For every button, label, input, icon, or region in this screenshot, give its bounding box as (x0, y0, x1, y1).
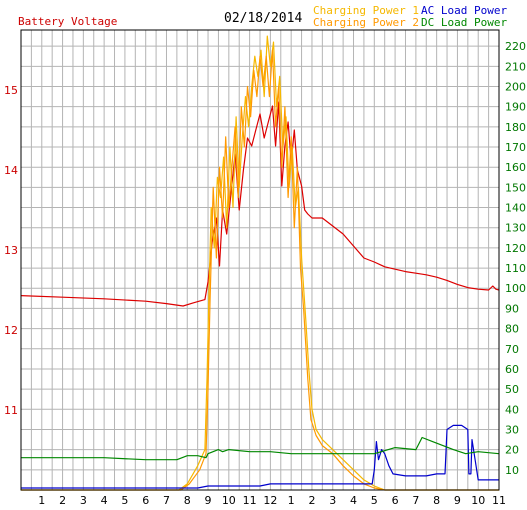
y-right-tick-label: 200 (505, 80, 526, 93)
y-right-tick-label: 30 (505, 423, 519, 436)
y-right-tick-label: 80 (505, 323, 519, 336)
x-tick-label: 9 (454, 494, 461, 507)
legend-ac-load-power: AC Load Power (421, 4, 508, 17)
y-right-tick-label: 90 (505, 302, 519, 315)
y-right-tick-label: 40 (505, 403, 519, 416)
x-tick-label: 2 (308, 494, 315, 507)
x-tick-label: 3 (80, 494, 87, 507)
x-tick-label: 5 (371, 494, 378, 507)
plot-frame (20, 29, 500, 491)
x-tick-label: 5 (121, 494, 128, 507)
chart-date: 02/18/2014 (224, 11, 303, 26)
y-left-tick-label: 14 (4, 164, 18, 177)
legend-charging-power-1: Charging Power 1 (313, 4, 419, 17)
x-tick-label: 11 (492, 494, 506, 507)
x-tick-label: 11 (243, 494, 257, 507)
y-right-tick-label: 220 (505, 40, 526, 53)
y-right-tick-label: 160 (505, 161, 526, 174)
x-tick-label: 7 (412, 494, 419, 507)
x-tick-label: 12 (263, 494, 277, 507)
series-line-ac-load-power (21, 424, 499, 489)
x-tick-label: 10 (471, 494, 485, 507)
x-tick-label: 8 (433, 494, 440, 507)
y-right-tick-label: 170 (505, 141, 526, 154)
y-right-tick-label: 70 (505, 343, 519, 356)
x-tick-label: 1 (38, 494, 45, 507)
series-line-charging-power-1 (21, 35, 499, 491)
chart-title-left: Battery Voltage (18, 15, 118, 28)
y-right-tick-label: 180 (505, 121, 526, 134)
y-right-tick-label: 20 (505, 444, 519, 457)
y-left-tick-label: 15 (4, 84, 18, 97)
y-right-tick-label: 210 (505, 60, 526, 73)
x-tick-label: 9 (205, 494, 212, 507)
y-right-tick-label: 130 (505, 222, 526, 235)
x-tick-label: 7 (163, 494, 170, 507)
y-right-tick-label: 10 (505, 464, 519, 477)
x-tick-label: 4 (350, 494, 357, 507)
x-tick-label: 3 (329, 494, 336, 507)
y-right-tick-label: 190 (505, 101, 526, 114)
y-left-tick-label: 13 (4, 244, 18, 257)
x-tick-label: 6 (142, 494, 149, 507)
ticks: 1112131415102030405060708090100110120130… (4, 40, 526, 507)
y-right-tick-label: 140 (505, 202, 526, 215)
y-right-tick-label: 120 (505, 242, 526, 255)
y-right-tick-label: 110 (505, 262, 526, 275)
y-right-tick-label: 150 (505, 181, 526, 194)
x-tick-label: 4 (101, 494, 108, 507)
x-tick-label: 10 (222, 494, 236, 507)
y-right-tick-label: 50 (505, 383, 519, 396)
y-left-tick-label: 12 (4, 324, 18, 337)
y-right-tick-label: 60 (505, 363, 519, 376)
x-tick-label: 8 (184, 494, 191, 507)
series-line-dc-load-power (21, 436, 500, 461)
x-tick-label: 2 (59, 494, 66, 507)
x-tick-label: 1 (288, 494, 295, 507)
x-tick-label: 6 (392, 494, 399, 507)
legend-dc-load-power: DC Load Power (421, 16, 508, 29)
y-right-tick-label: 100 (505, 282, 526, 295)
series (20, 35, 500, 491)
series-line-charging-power-2 (21, 49, 499, 491)
grid (21, 30, 499, 490)
legend-charging-power-2: Charging Power 2 (313, 16, 419, 29)
y-left-tick-label: 11 (4, 404, 18, 417)
